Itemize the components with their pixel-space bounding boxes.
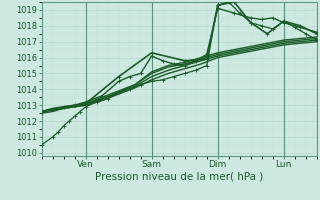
X-axis label: Pression niveau de la mer( hPa ): Pression niveau de la mer( hPa ) bbox=[95, 172, 263, 182]
